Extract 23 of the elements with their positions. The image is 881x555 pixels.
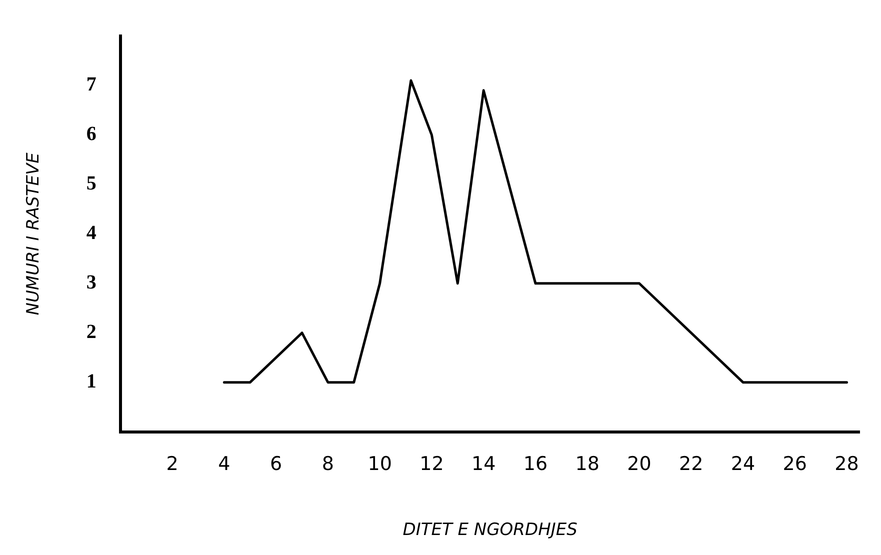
x-tick-label: 10 (368, 453, 392, 476)
y-tick-label: 3 (86, 272, 96, 294)
x-tick-label: 26 (782, 453, 807, 476)
x-tick-label: 6 (270, 453, 282, 476)
y-tick-label: 4 (86, 222, 96, 244)
x-tick-label: 14 (471, 453, 496, 476)
x-tick-label: 28 (834, 453, 859, 476)
y-axis-title: NUMURI I RASTEVE (24, 152, 44, 316)
y-tick-label: 1 (86, 370, 96, 392)
y-tick-label: 6 (86, 123, 96, 146)
x-tick-label: 16 (523, 453, 548, 476)
x-tick-label: 8 (322, 453, 334, 476)
x-tick-label: 2 (166, 453, 178, 476)
x-tick-label: 24 (730, 453, 756, 476)
x-tick-label: 18 (575, 453, 600, 476)
x-axis-title: DITET E NGORDHJES (402, 520, 578, 540)
x-tick-label: 20 (627, 453, 652, 476)
y-tick-label: 5 (86, 172, 96, 195)
x-tick-label: 4 (218, 453, 230, 476)
y-tick-label: 2 (86, 321, 96, 344)
x-tick-label: 12 (420, 453, 444, 476)
y-tick-label: 7 (86, 74, 96, 96)
x-tick-label: 22 (679, 453, 704, 476)
